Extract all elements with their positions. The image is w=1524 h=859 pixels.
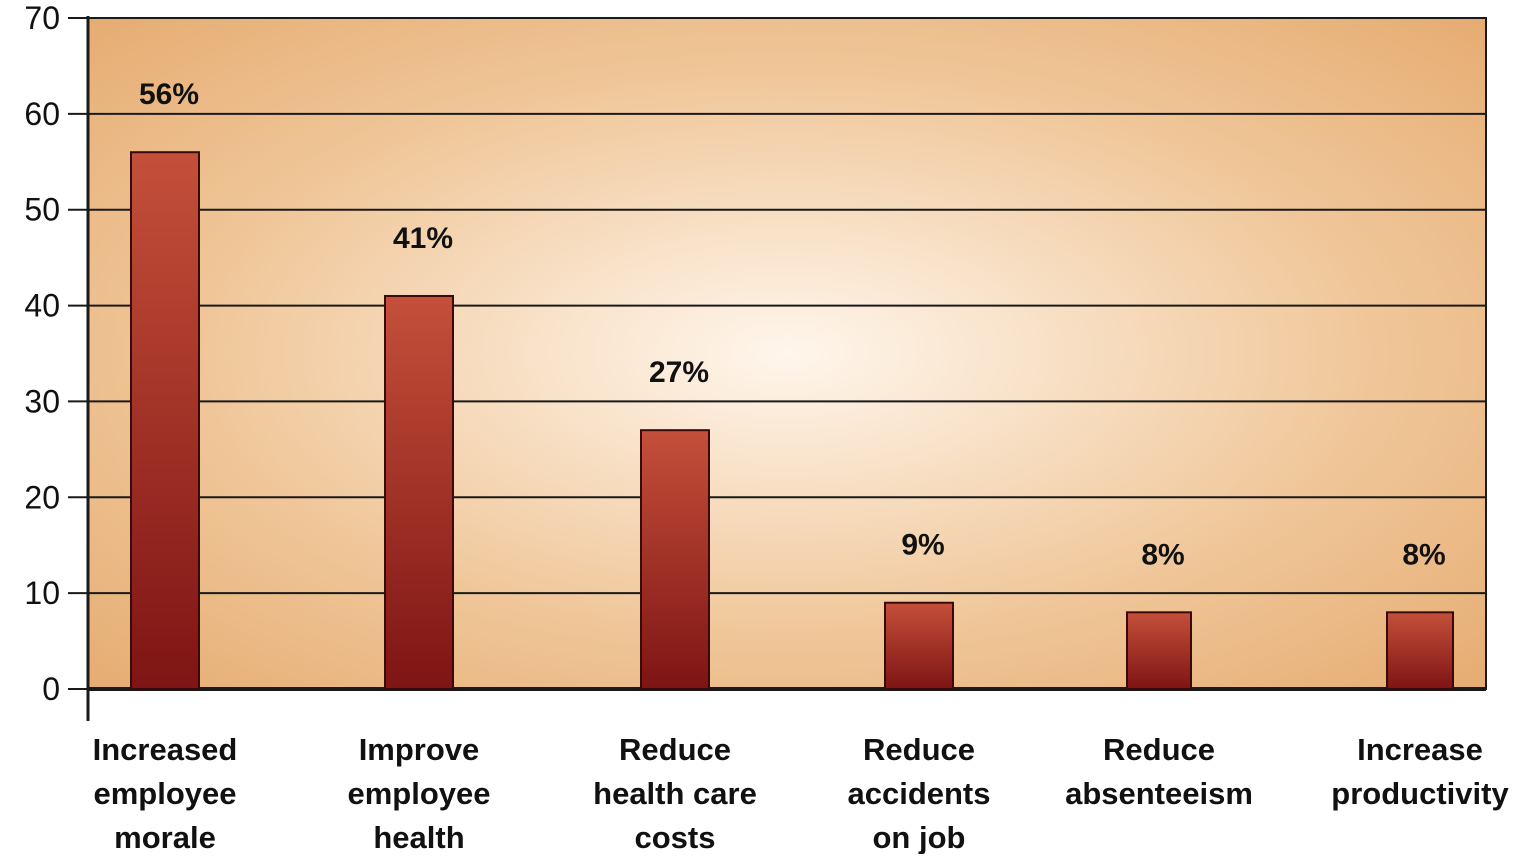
grid-lines bbox=[88, 112, 1486, 595]
x-category-label: Improve employee health bbox=[347, 732, 490, 854]
bar bbox=[640, 429, 710, 690]
bar bbox=[384, 294, 454, 690]
bar bbox=[884, 601, 954, 691]
y-tick-label: 40 bbox=[24, 288, 60, 324]
y-tick-label: 30 bbox=[24, 383, 60, 419]
x-category-label: Reduce health care costs bbox=[593, 732, 757, 854]
x-category-label: Increased employee morale bbox=[93, 732, 238, 854]
x-category-label: Increase productivity bbox=[1331, 732, 1509, 811]
data-label: 27% bbox=[649, 356, 709, 389]
x-category-label: Reduce accidents on job bbox=[847, 732, 990, 854]
data-label: 8% bbox=[1141, 538, 1184, 571]
y-tick-label: 0 bbox=[42, 671, 60, 707]
axes: 0 10 20 30 40 50 60 70 bbox=[24, 0, 1486, 721]
bars bbox=[130, 151, 1454, 691]
y-tick-label: 20 bbox=[24, 479, 60, 515]
y-tick-label: 10 bbox=[24, 575, 60, 611]
y-tick-label: 60 bbox=[24, 96, 60, 132]
x-axis-categories: Increased employee morale Improve employee he… bbox=[93, 732, 1510, 855]
data-labels: 56% 41% 27% 9% 8% 8% bbox=[139, 78, 1446, 571]
data-label: 8% bbox=[1402, 538, 1445, 571]
bar bbox=[130, 151, 200, 690]
bar bbox=[1126, 611, 1192, 690]
y-tick-label: 50 bbox=[24, 192, 60, 228]
x-category-label: Reduce absenteeism bbox=[1065, 732, 1253, 811]
data-label: 41% bbox=[393, 222, 453, 255]
plot-background bbox=[87, 17, 1487, 690]
data-label: 9% bbox=[901, 529, 944, 562]
data-label: 56% bbox=[139, 78, 199, 111]
y-tick-label: 70 bbox=[24, 0, 60, 36]
bar bbox=[1386, 611, 1454, 690]
